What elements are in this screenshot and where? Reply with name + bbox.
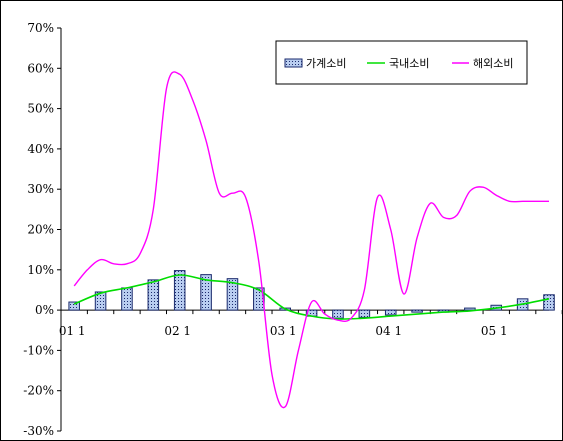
bar-household: [68, 301, 80, 311]
y-tick-label: 50%: [27, 102, 54, 116]
y-tick-label: 10%: [27, 263, 54, 277]
bar-household: [464, 307, 476, 311]
y-tick-label: 0%: [35, 303, 54, 317]
bars-layer: [68, 270, 555, 319]
bar-household: [200, 274, 212, 311]
bar-household: [94, 291, 107, 311]
bar-household: [543, 294, 555, 311]
y-tick-label: -30%: [23, 424, 54, 438]
bar-household: [121, 287, 133, 311]
bar-household: [411, 309, 423, 313]
legend-label-domestic: 국내소비: [389, 57, 429, 70]
bar-household: [226, 278, 239, 311]
legend-label-overseas: 해외소비: [473, 56, 513, 70]
legend-label-household: 가계소비: [306, 57, 346, 70]
legend-box: [275, 40, 528, 85]
legend: 가계소비 국내소비 해외소비: [275, 40, 528, 85]
legend-swatch-household: [284, 58, 303, 68]
y-tick-label: -10%: [23, 343, 54, 357]
line-domestic: [73, 274, 550, 320]
x-tick-label: 05 1: [481, 324, 508, 338]
y-tick-label: -20%: [23, 384, 54, 398]
bar-household: [332, 309, 344, 319]
bar-household: [384, 309, 397, 316]
bar-household: [253, 287, 265, 311]
x-tick-label: 04 1: [375, 324, 402, 338]
x-tick-label: 01 1: [59, 324, 86, 338]
bar-household: [147, 279, 160, 311]
labels-layer: -30% -20% -10% 0% 10% 20% 30% 40% 50% 60% 70% 01 1 0…: [23, 21, 507, 438]
y-tick-label: 20%: [27, 223, 54, 237]
lines-layer: [73, 71, 550, 409]
bar-household: [173, 270, 186, 311]
y-tick-label: 70%: [27, 21, 54, 35]
y-tick-label: 40%: [27, 142, 54, 156]
y-tick-label: 60%: [27, 61, 54, 75]
bar-household: [358, 309, 371, 318]
x-tick-label: 03 1: [270, 324, 297, 338]
axes: [57, 27, 562, 432]
y-tick-label: 30%: [27, 182, 54, 196]
line-overseas: [73, 71, 549, 409]
x-tick-label: 02 1: [164, 324, 191, 338]
